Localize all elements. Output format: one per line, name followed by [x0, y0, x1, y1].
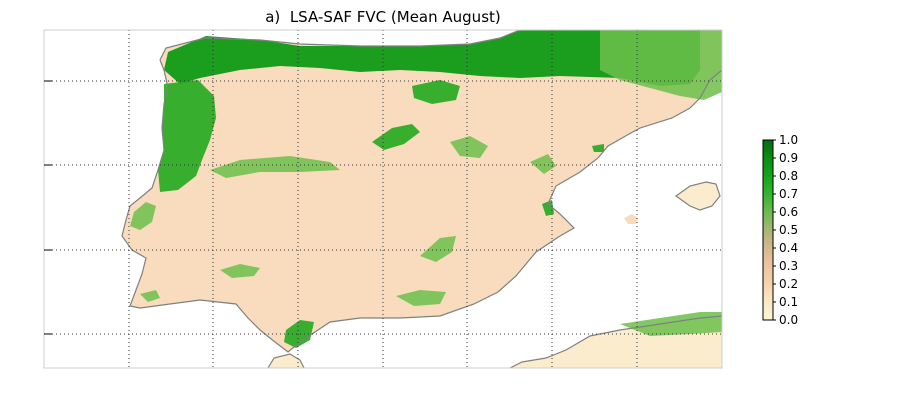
map-ticks — [44, 80, 52, 335]
colorbar-tick-label: 0.6 — [779, 205, 799, 219]
vegetation-patch-10 — [592, 144, 604, 152]
graticule — [44, 30, 722, 368]
vegetation-patch-7 — [396, 290, 446, 306]
colorbar-tick-label: 0.9 — [779, 151, 799, 165]
map-frame — [43, 29, 723, 369]
iberian-peninsula — [122, 30, 722, 352]
colorbar-gradient — [763, 140, 773, 320]
colorbar-tick-label: 0.7 — [779, 187, 799, 201]
vegetation-patch-4 — [420, 236, 456, 262]
mallorca — [676, 182, 720, 210]
vegetation-pyrenees — [600, 30, 722, 100]
colorbar-tick-label: 0.1 — [779, 295, 799, 309]
colorbar-tick-label: 1.0 — [779, 133, 799, 147]
colorbar-tick-label: 0.0 — [779, 313, 799, 327]
colorbar-tick-label: 0.2 — [779, 277, 799, 291]
ibiza — [624, 214, 638, 224]
colorbar-ticks — [773, 139, 776, 321]
coastline-africa-west — [267, 353, 305, 368]
colorbar-tick-label: 0.5 — [779, 223, 799, 237]
colorbar-tick-label: 0.3 — [779, 259, 799, 273]
vegetation-patch-8 — [140, 290, 160, 302]
vegetation-patch-6 — [220, 264, 260, 278]
vegetation-patch-3 — [210, 156, 340, 178]
map-title: a) LSA-SAF FVC (Mean August) — [265, 8, 501, 26]
coastline-africa-east — [509, 315, 722, 368]
vegetation-northern-band — [164, 30, 700, 86]
coastline-peninsula — [121, 30, 722, 353]
colorbar — [762, 139, 776, 321]
colorbar-tick-label: 0.4 — [779, 241, 799, 255]
colorbar-tick-label: 0.8 — [779, 169, 799, 183]
vegetation-patch-11 — [542, 200, 554, 216]
coastline-mallorca — [674, 181, 721, 211]
vegetation-patch-9 — [530, 154, 556, 174]
map-content — [44, 30, 722, 368]
vegetation-galicia — [158, 80, 216, 192]
vegetation-patch-12 — [450, 136, 488, 158]
vegetation-patch-1 — [372, 124, 420, 150]
vegetation-west-coast — [130, 202, 156, 230]
vegetation-patch-2 — [412, 80, 460, 104]
vegetation-patch-5 — [284, 320, 314, 348]
